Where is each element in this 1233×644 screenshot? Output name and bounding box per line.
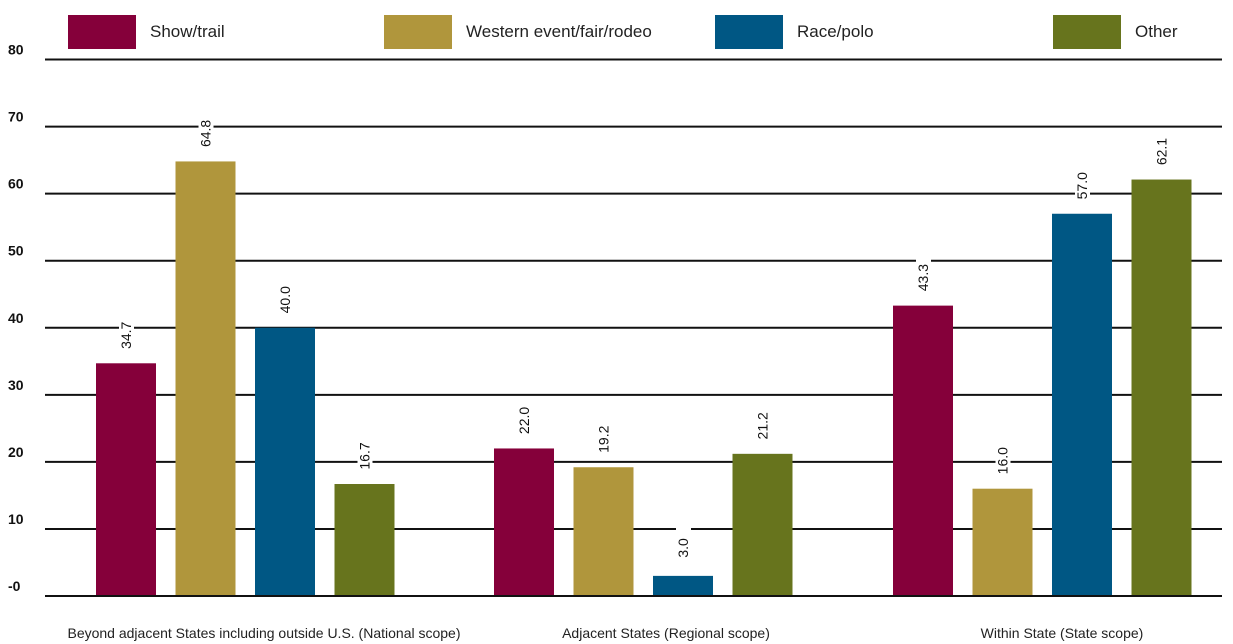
legend-swatch-other xyxy=(1053,15,1121,49)
y-tick-label: -0 xyxy=(8,578,21,594)
data-label-bg xyxy=(995,438,1011,481)
legend-swatch-show-trail xyxy=(68,15,136,49)
data-label: 62.1 xyxy=(1154,138,1170,165)
y-tick-label: 20 xyxy=(8,444,24,460)
legend-item-western: Western event/fair/rodeo xyxy=(384,15,652,49)
legend-item-show-trail: Show/trail xyxy=(68,15,225,49)
bar xyxy=(175,161,236,596)
legend-swatch-western xyxy=(384,15,452,49)
data-label: 16.0 xyxy=(995,447,1011,474)
y-tick-label: 60 xyxy=(8,176,24,192)
data-label-bg xyxy=(119,313,134,356)
data-label-bg xyxy=(596,417,612,460)
bar xyxy=(573,467,634,596)
bar xyxy=(494,448,554,596)
bar xyxy=(334,484,395,596)
legend-item-other: Other xyxy=(1053,15,1178,49)
bar xyxy=(96,363,156,596)
category-label: Beyond adjacent States including outside… xyxy=(67,625,460,641)
data-label: 3.0 xyxy=(675,538,691,558)
data-label: 21.2 xyxy=(755,412,771,439)
data-label: 34.7 xyxy=(118,321,134,348)
y-tick-label: 30 xyxy=(8,377,24,393)
data-label-bg xyxy=(278,277,293,320)
data-label-bg xyxy=(1075,163,1090,206)
category-label: Adjacent States (Regional scope) xyxy=(562,625,770,641)
data-label: 64.8 xyxy=(198,120,214,147)
legend-item-race-polo: Race/polo xyxy=(715,15,874,49)
bar xyxy=(1052,213,1112,596)
data-label: 16.7 xyxy=(357,442,373,469)
y-tick-label: 80 xyxy=(8,42,24,58)
data-label-bg xyxy=(198,111,214,154)
bar xyxy=(732,453,793,596)
bar xyxy=(1131,179,1192,596)
data-label: 22.0 xyxy=(516,407,532,434)
y-tick-label: 40 xyxy=(8,310,24,326)
bar xyxy=(893,305,953,596)
category-label: Within State (State scope) xyxy=(981,625,1144,641)
legend-swatch-race-polo xyxy=(715,15,783,49)
data-label-bg xyxy=(916,255,931,298)
data-label: 40.0 xyxy=(277,286,293,313)
legend-label-western: Western event/fair/rodeo xyxy=(466,22,652,41)
bar xyxy=(972,488,1033,596)
data-label-bg xyxy=(755,403,771,446)
legend-label-show-trail: Show/trail xyxy=(150,22,225,41)
legend-label-race-polo: Race/polo xyxy=(797,22,874,41)
y-tick-label: 50 xyxy=(8,243,24,259)
data-label-bg xyxy=(676,525,691,568)
bar xyxy=(653,575,713,596)
y-tick-label: 10 xyxy=(8,511,24,527)
data-label-bg xyxy=(1154,129,1170,172)
data-label-bg xyxy=(517,398,532,441)
bar xyxy=(255,327,315,596)
y-tick-label: 70 xyxy=(8,109,24,125)
data-label: 43.3 xyxy=(915,264,931,291)
data-label: 57.0 xyxy=(1074,172,1090,199)
data-label-bg xyxy=(357,434,373,477)
legend-label-other: Other xyxy=(1135,22,1178,41)
data-label: 19.2 xyxy=(596,425,612,452)
